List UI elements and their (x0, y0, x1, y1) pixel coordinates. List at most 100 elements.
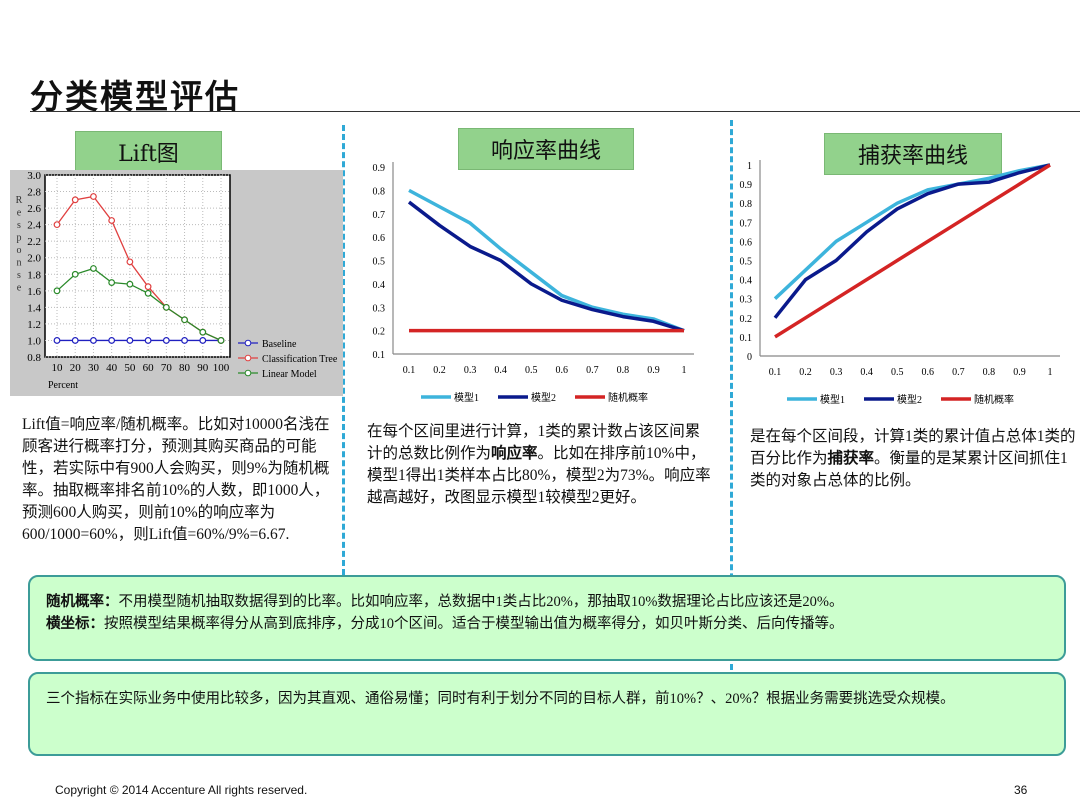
y-tick-label: 1.0 (27, 335, 41, 347)
response-chart-label: 响应率曲线 (458, 128, 634, 170)
x-tick-label: 40 (106, 362, 118, 374)
panel-divider-right (730, 120, 733, 670)
x-tick-label: 0.2 (433, 365, 446, 376)
series-line-2 (56, 267, 222, 342)
y-tick-label: 0 (747, 352, 752, 363)
y-tick-label: 0.2 (373, 327, 386, 338)
x-tick-label: 0.8 (617, 365, 630, 376)
y-axis-label-letter: R (16, 195, 23, 206)
y-axis-label-letter: n (17, 258, 22, 269)
data-point (162, 337, 170, 344)
legend-label: 模型1 (454, 391, 479, 404)
x-tick-label: 0.1 (403, 365, 416, 376)
slide-title: 分类模型评估 (30, 77, 240, 116)
capture-chart-label: 捕获率曲线 (824, 133, 1002, 175)
definition-note-box: 随机概率：不用模型随机抽取数据得到的比率。比如响应率，总数据中1类占比20%，那… (28, 575, 1066, 661)
capture-description: 是在每个区间段，计算1类的累计值占总体1类的百分比作为捕获率。衡量的是某累计区间… (750, 426, 1080, 492)
note-text: 不用模型随机抽取数据得到的比率。比如响应率，总数据中1类占比20%，那抽取10%… (118, 594, 844, 610)
x-tick-label: 30 (88, 362, 100, 374)
y-tick-label: 0.8 (27, 352, 41, 364)
summary-note-box: 三个指标在实际业务中使用比较多，因为其直观、通俗易懂；同时有利于划分不同的目标人… (28, 672, 1066, 756)
response-desc-text-2: 。比如在排序前10%中，模型1得出1类样本占比80%，模型2为73%。响应率越高… (367, 445, 711, 506)
y-axis-label-letter: p (17, 233, 22, 244)
y-tick-label: 2.2 (27, 236, 41, 248)
note-term: 随机概率： (46, 594, 119, 610)
legend-label: 模型2 (897, 393, 922, 406)
plot-area (44, 174, 231, 358)
summary-text: 三个指标在实际业务中使用比较多，因为其直观、通俗易懂；同时有利于划分不同的目标人… (46, 691, 955, 707)
data-point (144, 289, 152, 297)
capture-desc-term: 捕获率 (827, 450, 875, 467)
y-tick-label: 0.1 (740, 333, 753, 344)
y-tick-label: 1 (747, 161, 752, 172)
y-tick-label: 2.0 (27, 253, 41, 265)
series-line-1 (407, 200, 685, 333)
data-point (53, 337, 61, 344)
capture-desc-text-2: 。衡量的是某累计区间抓住1类的对象占总体的比例。 (750, 450, 1068, 489)
y-tick-label: 2.6 (27, 203, 41, 215)
capture-desc-text: 是在每个区间段，计算1类的累计值占总体1类的百分比作为 (750, 428, 1076, 467)
panel-divider-left (342, 125, 345, 575)
legend-label: 模型2 (531, 391, 556, 404)
x-tick-label: 80 (179, 362, 191, 374)
y-tick-label: 0.3 (740, 295, 753, 306)
y-tick-label: 0.8 (373, 186, 386, 197)
y-axis-label-letter: e (17, 208, 22, 219)
response-desc-term: 响应率 (491, 445, 538, 462)
data-point (126, 258, 134, 266)
x-tick-label: 90 (197, 362, 209, 374)
series-line-2 (774, 163, 1051, 339)
data-point (108, 337, 116, 344)
y-tick-label: 1.6 (27, 286, 41, 298)
data-point (144, 283, 152, 291)
y-axis-label-letter: e (17, 283, 22, 294)
x-tick-label: 0.3 (464, 365, 477, 376)
data-point (53, 221, 61, 229)
x-tick-label: 0.3 (830, 367, 843, 378)
y-axis-label-letter: s (17, 270, 21, 281)
note-random-probability: 随机概率：不用模型随机抽取数据得到的比率。比如响应率，总数据中1类占比20%，那… (46, 591, 1048, 613)
x-tick-label: 0.5 (891, 367, 904, 378)
note-term: 横坐标： (46, 616, 104, 632)
legend-label: 模型1 (820, 393, 845, 406)
y-tick-label: 0.6 (740, 237, 753, 248)
y-tick-label: 1.8 (27, 269, 41, 281)
data-point (162, 303, 170, 311)
data-point (71, 270, 79, 278)
data-point (90, 193, 97, 200)
y-tick-label: 0.9 (740, 180, 753, 191)
data-point (144, 337, 152, 344)
legend-label: Linear Model (262, 369, 317, 380)
y-tick-label: 0.5 (740, 257, 753, 268)
data-point (90, 337, 97, 344)
y-tick-label: 1.4 (27, 302, 41, 314)
x-tick-label: 0.4 (860, 367, 873, 378)
x-tick-label: 0.4 (494, 365, 507, 376)
lift-description: Lift值=响应率/随机概率。比如对10000名浅在顾客进行概率打分，预测其购买… (22, 416, 330, 543)
data-point (199, 337, 207, 344)
lift-chart-label: Lift图 (75, 131, 222, 173)
y-tick-label: 0.2 (740, 314, 753, 325)
data-point (90, 265, 97, 272)
y-tick-label: 0.1 (373, 350, 386, 361)
data-point (126, 280, 134, 288)
legend-marker (244, 339, 252, 347)
series-line-0 (408, 188, 685, 333)
series-line-1 (773, 163, 1051, 319)
data-point (71, 337, 79, 344)
x-tick-label: 0.6 (556, 365, 569, 376)
y-tick-label: 2.8 (27, 187, 41, 199)
x-tick-label: 0.7 (952, 367, 965, 378)
data-point (199, 328, 207, 336)
x-tick-label: 0.8 (983, 367, 996, 378)
y-tick-label: 0.3 (373, 303, 386, 314)
response-desc-text: 在每个区间里进行计算，1类的累计数占该区间累计的总数比例作为 (367, 423, 701, 462)
legend-marker (244, 369, 252, 377)
y-tick-label: 0.8 (740, 199, 753, 210)
y-tick-label: 2.4 (27, 220, 41, 232)
data-point (53, 287, 61, 295)
data-point (217, 337, 225, 344)
legend-marker (244, 354, 252, 362)
